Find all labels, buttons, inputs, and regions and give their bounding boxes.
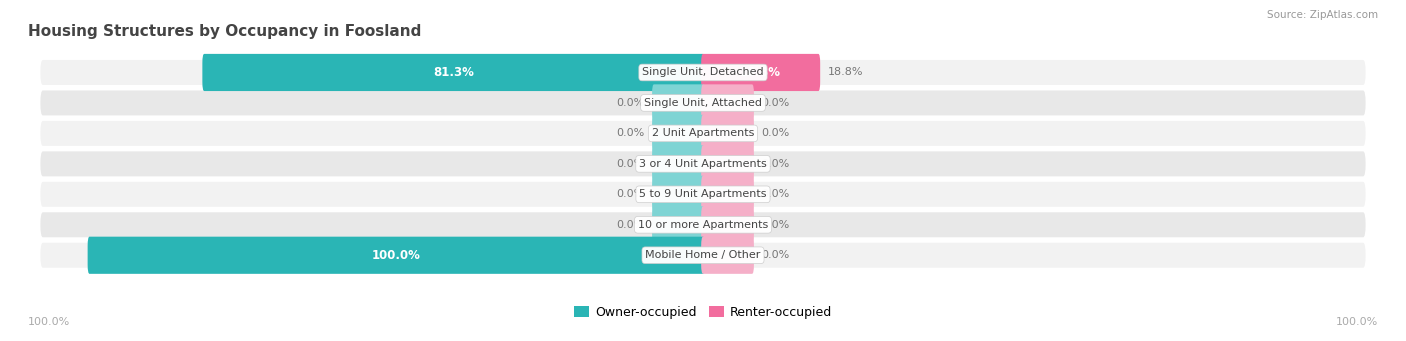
FancyBboxPatch shape (702, 176, 754, 213)
FancyBboxPatch shape (702, 115, 754, 152)
Text: 100.0%: 100.0% (371, 249, 420, 262)
FancyBboxPatch shape (652, 206, 704, 243)
Text: 0.0%: 0.0% (761, 189, 790, 199)
Text: Mobile Home / Other: Mobile Home / Other (645, 250, 761, 260)
FancyBboxPatch shape (41, 121, 1365, 146)
Text: 0.0%: 0.0% (616, 189, 645, 199)
Text: 0.0%: 0.0% (761, 129, 790, 138)
Text: Housing Structures by Occupancy in Foosland: Housing Structures by Occupancy in Foosl… (28, 24, 422, 39)
Text: 3 or 4 Unit Apartments: 3 or 4 Unit Apartments (640, 159, 766, 169)
Text: 0.0%: 0.0% (616, 98, 645, 108)
Text: 5 to 9 Unit Apartments: 5 to 9 Unit Apartments (640, 189, 766, 199)
Text: 100.0%: 100.0% (28, 317, 70, 327)
Text: 10 or more Apartments: 10 or more Apartments (638, 220, 768, 230)
Text: 2 Unit Apartments: 2 Unit Apartments (652, 129, 754, 138)
FancyBboxPatch shape (87, 237, 704, 274)
FancyBboxPatch shape (652, 176, 704, 213)
Text: 18.8%: 18.8% (740, 66, 782, 79)
FancyBboxPatch shape (652, 145, 704, 182)
FancyBboxPatch shape (702, 237, 754, 274)
Text: 0.0%: 0.0% (761, 250, 790, 260)
FancyBboxPatch shape (41, 212, 1365, 237)
Text: 81.3%: 81.3% (433, 66, 474, 79)
Text: Source: ZipAtlas.com: Source: ZipAtlas.com (1267, 10, 1378, 20)
FancyBboxPatch shape (202, 54, 704, 91)
FancyBboxPatch shape (41, 182, 1365, 207)
Text: Single Unit, Attached: Single Unit, Attached (644, 98, 762, 108)
FancyBboxPatch shape (702, 84, 754, 121)
Text: 0.0%: 0.0% (616, 220, 645, 230)
FancyBboxPatch shape (41, 60, 1365, 85)
FancyBboxPatch shape (41, 151, 1365, 176)
Text: Single Unit, Detached: Single Unit, Detached (643, 68, 763, 77)
FancyBboxPatch shape (702, 206, 754, 243)
Text: 0.0%: 0.0% (761, 159, 790, 169)
Text: 100.0%: 100.0% (1336, 317, 1378, 327)
FancyBboxPatch shape (41, 243, 1365, 268)
Text: 0.0%: 0.0% (761, 220, 790, 230)
FancyBboxPatch shape (652, 84, 704, 121)
Legend: Owner-occupied, Renter-occupied: Owner-occupied, Renter-occupied (568, 301, 838, 324)
Text: 0.0%: 0.0% (616, 159, 645, 169)
FancyBboxPatch shape (702, 54, 820, 91)
Text: 18.8%: 18.8% (828, 68, 863, 77)
Text: 0.0%: 0.0% (616, 129, 645, 138)
FancyBboxPatch shape (702, 145, 754, 182)
FancyBboxPatch shape (41, 90, 1365, 115)
FancyBboxPatch shape (652, 115, 704, 152)
Text: 0.0%: 0.0% (761, 98, 790, 108)
